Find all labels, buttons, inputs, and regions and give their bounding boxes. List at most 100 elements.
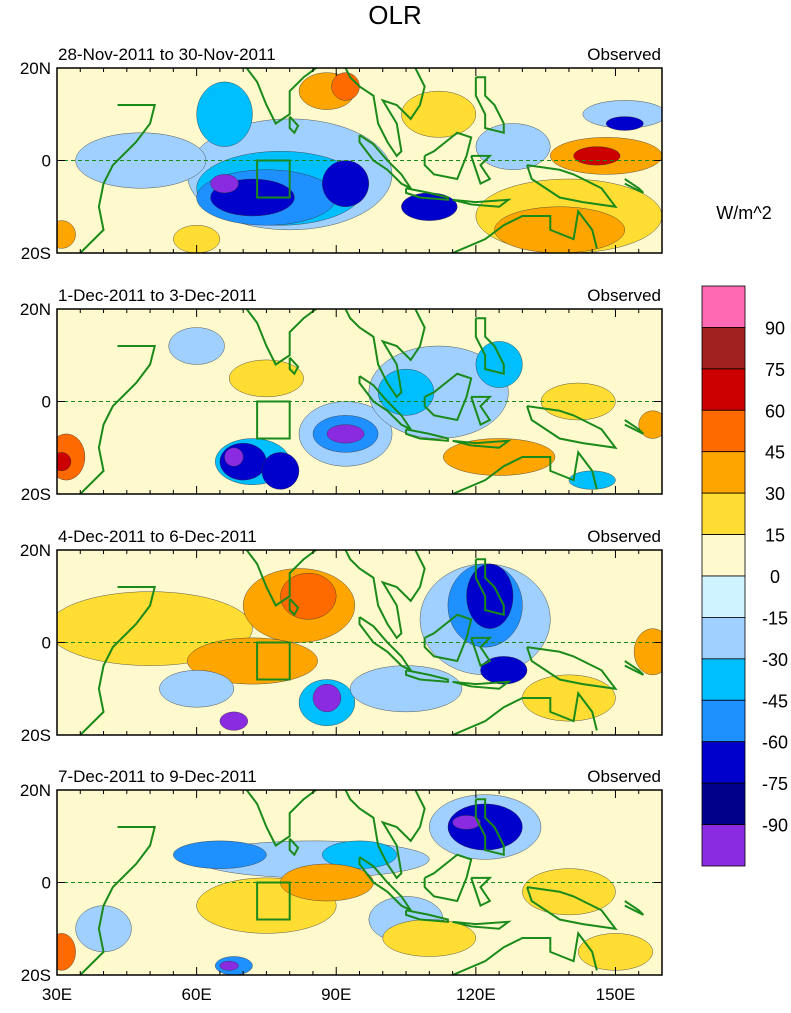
panel-period-label: 1-Dec-2011 to 3-Dec-2011: [58, 286, 257, 305]
y-tick-label: 20N: [20, 541, 51, 560]
coastline: [423, 613, 473, 663]
colorbar-level-label: -90: [762, 816, 788, 836]
coastline: [405, 669, 449, 683]
olr-contour-region: [75, 905, 132, 953]
coastline: [452, 690, 598, 735]
coastline: [452, 680, 512, 690]
olr-contour-region: [573, 146, 621, 166]
colorbar-level-label: 30: [765, 484, 785, 504]
y-tick-label: 20S: [21, 966, 51, 985]
olr-contour-region: [475, 123, 551, 170]
olr-contour-region: [322, 840, 397, 869]
olr-contour-region: [57, 220, 76, 249]
target-region-box: [256, 400, 291, 440]
olr-contour-region: [633, 628, 662, 676]
coastline: [423, 131, 473, 181]
olr-contour-region: [349, 665, 463, 713]
olr-contour-region: [280, 572, 337, 620]
olr-contour-region: [196, 81, 253, 147]
olr-contour-region: [261, 452, 300, 490]
colorbar-swatch: [701, 617, 746, 660]
coastline: [452, 439, 512, 449]
olr-contour-region: [494, 206, 625, 253]
olr-contour-region: [605, 116, 644, 131]
y-tick-label: 20S: [21, 244, 51, 263]
colorbar-swatch: [701, 451, 746, 494]
coastline: [474, 76, 505, 135]
coastline: [624, 900, 645, 916]
y-tick-label: 20N: [20, 300, 51, 319]
coastline: [452, 198, 512, 208]
olr-contour-region: [443, 438, 556, 476]
olr-contour-region: [480, 656, 528, 685]
olr-contour-region: [173, 840, 267, 869]
coastline: [423, 853, 473, 903]
coastline: [526, 405, 618, 450]
olr-contour-region: [578, 933, 653, 971]
olr-contour-region: [522, 868, 616, 916]
coastline: [288, 597, 300, 617]
map-panel: 20N 0 20S 4-Dec-2011 to 6-Dec-2011 Observed: [20, 527, 663, 745]
colorbar-level-label: 15: [765, 526, 785, 546]
olr-contour-region: [219, 711, 249, 731]
colorbar-level-label: -30: [762, 650, 788, 670]
coastline: [526, 886, 618, 931]
x-tick-label: 30E: [42, 985, 72, 1004]
map-panels: 20N 0 20S 28-Nov-2011 to 30-Nov-2011 Observe…: [20, 45, 663, 1004]
coastline: [452, 449, 598, 494]
panel-observed-label: Observed: [587, 286, 661, 305]
olr-contour-region: [452, 815, 481, 830]
colorbar-level-label: -15: [762, 608, 788, 628]
colorbar-level-label: 60: [765, 401, 785, 421]
coastline: [624, 178, 645, 194]
coastline: [470, 154, 493, 186]
olr-contour-region: [326, 424, 365, 444]
x-tick-label: 60E: [181, 985, 211, 1004]
coastline: [405, 187, 449, 201]
colorbar-level-label: -60: [762, 733, 788, 753]
olr-contour-region: [57, 452, 72, 472]
panel-period-label: 28-Nov-2011 to 30-Nov-2011: [58, 45, 276, 64]
coastline: [405, 428, 449, 442]
coastline: [358, 134, 414, 191]
colorbar-level-label: 90: [765, 318, 785, 338]
coastline: [79, 104, 157, 253]
coastline: [474, 798, 505, 857]
coastline: [470, 876, 493, 908]
target-region-box: [256, 881, 291, 921]
map-panel: 20N 0 20S 28-Nov-2011 to 30-Nov-2011 Observe…: [20, 45, 663, 263]
olr-contour-region: [57, 933, 76, 971]
coastline: [526, 164, 618, 209]
olr-contour-region: [187, 637, 318, 685]
olr-contour-region: [159, 670, 235, 708]
colorbar-swatch: [701, 327, 746, 370]
coastline: [474, 558, 505, 617]
coastline: [358, 616, 414, 673]
olr-contour-region: [322, 160, 370, 207]
coastline: [288, 115, 300, 135]
coastline: [79, 586, 157, 735]
olr-contour-region: [173, 225, 221, 253]
coastline: [245, 550, 426, 640]
y-tick-label: 20S: [21, 726, 51, 745]
olr-contour-region: [475, 341, 523, 388]
coastline: [288, 837, 300, 857]
olr-contour-region: [224, 447, 244, 467]
y-tick-label: 20N: [20, 59, 51, 78]
y-tick-label: 20S: [21, 485, 51, 504]
colorbar-swatch: [701, 368, 746, 411]
colorbar-swatch: [701, 534, 746, 577]
map-panel: 20N 0 20S 7-Dec-2011 to 9-Dec-2011 Observed 3…: [20, 767, 663, 1004]
target-region-box: [256, 641, 291, 681]
coastline: [624, 419, 645, 435]
coastline: [474, 317, 505, 376]
coastline: [452, 208, 598, 253]
olr-contour-region: [210, 174, 239, 194]
colorbar-level-label: 75: [765, 360, 785, 380]
coastline: [358, 375, 414, 432]
coastline: [470, 395, 493, 427]
coastline: [624, 660, 645, 676]
panel-observed-label: Observed: [587, 45, 661, 64]
coastline: [423, 372, 473, 422]
